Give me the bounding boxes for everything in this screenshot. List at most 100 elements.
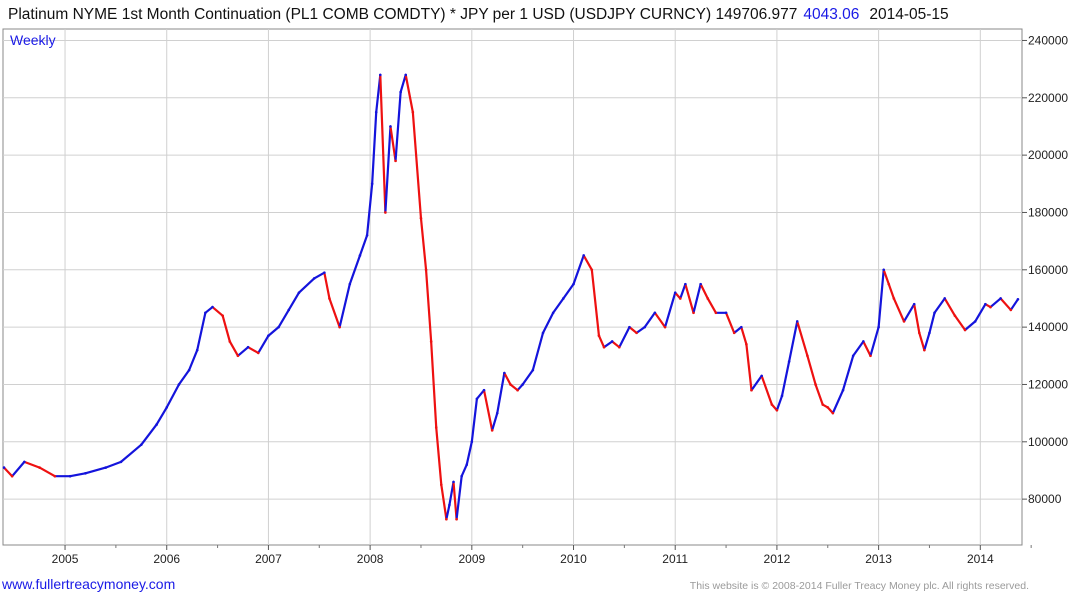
series-segment <box>618 326 631 349</box>
series-segment <box>933 297 946 314</box>
series-segment <box>460 463 468 478</box>
series-segment <box>465 440 473 466</box>
series-point <box>68 474 72 478</box>
series-point <box>84 472 87 475</box>
series-segment <box>246 346 260 355</box>
series-segment <box>455 475 463 521</box>
series-segment <box>663 291 677 329</box>
y-tick-label: 220000 <box>1028 91 1068 105</box>
series-point <box>53 474 57 478</box>
series-point <box>516 388 519 392</box>
series-segment <box>877 268 885 329</box>
series-point <box>323 271 326 274</box>
series-point <box>663 325 667 329</box>
series-point <box>692 311 695 315</box>
series-segment <box>394 90 402 162</box>
series-segment <box>692 283 702 314</box>
series-point <box>521 383 524 386</box>
series-segment <box>602 340 614 349</box>
series-point <box>38 466 41 469</box>
series-segment <box>750 374 763 392</box>
series-point <box>806 354 809 358</box>
series-point <box>551 311 555 315</box>
series-point <box>775 408 779 412</box>
frequency-label: Weekly <box>10 32 56 48</box>
series-point <box>2 466 6 469</box>
series-point <box>140 443 143 446</box>
series-segment <box>869 326 880 357</box>
series-point <box>236 354 240 358</box>
series-segment <box>974 303 987 323</box>
series-point <box>933 311 936 315</box>
series-point <box>509 383 512 386</box>
chart-title: Platinum NYME 1st Month Continuation (PL… <box>8 6 798 23</box>
series-segment <box>371 111 378 185</box>
series-segment <box>892 297 906 323</box>
series-segment <box>679 283 687 300</box>
series-segment <box>943 297 956 317</box>
y-axis: 80000 100000 120000 140000 160000 180000 20000… <box>1028 33 1068 506</box>
series-segment <box>989 297 1002 309</box>
series-point <box>297 291 301 295</box>
series-point <box>419 216 423 220</box>
series-segment <box>882 268 890 286</box>
series-segment <box>211 305 224 317</box>
series-segment <box>384 125 392 214</box>
series-point <box>503 371 506 375</box>
series-segment <box>491 412 499 432</box>
x-tick-label: 2010 <box>560 552 587 566</box>
series-segment <box>814 383 824 406</box>
x-tick-label: 2009 <box>458 552 485 566</box>
x-tick-label: 2011 <box>662 552 688 566</box>
series-segment <box>389 125 397 162</box>
y-tick-label: 80000 <box>1028 492 1062 506</box>
series-point <box>1016 298 1020 301</box>
series-point <box>465 463 469 467</box>
series-segment <box>562 283 575 300</box>
series-layer <box>2 73 1020 521</box>
x-tick-label: 2012 <box>764 552 791 566</box>
series-point <box>177 383 181 386</box>
series-point <box>795 320 799 323</box>
series-point <box>221 314 224 317</box>
series-segment <box>862 340 872 357</box>
series-point <box>394 159 397 163</box>
series-segment <box>257 334 270 355</box>
series-segment <box>531 331 545 372</box>
series-point <box>963 328 967 332</box>
series-point <box>877 325 880 329</box>
series-point <box>673 291 677 295</box>
series-segment <box>140 423 158 446</box>
series-segment <box>435 426 443 486</box>
series-segment <box>788 320 799 363</box>
copyright-notice: This website is © 2008-2014 Fuller Treac… <box>689 580 1029 592</box>
series-point <box>374 110 378 114</box>
series-point <box>892 297 896 300</box>
series-point <box>404 73 408 77</box>
series-point <box>780 394 784 398</box>
series-point <box>155 423 158 426</box>
series-point <box>287 308 291 312</box>
series-point <box>495 411 499 415</box>
series-point <box>455 517 458 521</box>
series-segment <box>806 354 817 386</box>
series-segment <box>509 383 519 392</box>
series-point <box>228 340 232 343</box>
series-point <box>699 282 702 286</box>
series-point <box>869 354 872 358</box>
series-point <box>195 348 199 352</box>
website-link[interactable]: www.fullertreacymoney.com <box>2 576 176 592</box>
series-point <box>358 254 362 257</box>
series-segment <box>572 254 585 286</box>
series-segment <box>590 268 601 337</box>
series-point <box>165 406 169 409</box>
series-point <box>923 348 926 352</box>
series-segment <box>69 472 87 478</box>
series-point <box>378 73 382 77</box>
series-point <box>312 277 316 280</box>
series-point <box>204 311 207 315</box>
chart-header: Platinum NYME 1st Month Continuation (PL… <box>8 6 1070 26</box>
series-segment <box>323 271 331 300</box>
series-point <box>277 325 280 329</box>
